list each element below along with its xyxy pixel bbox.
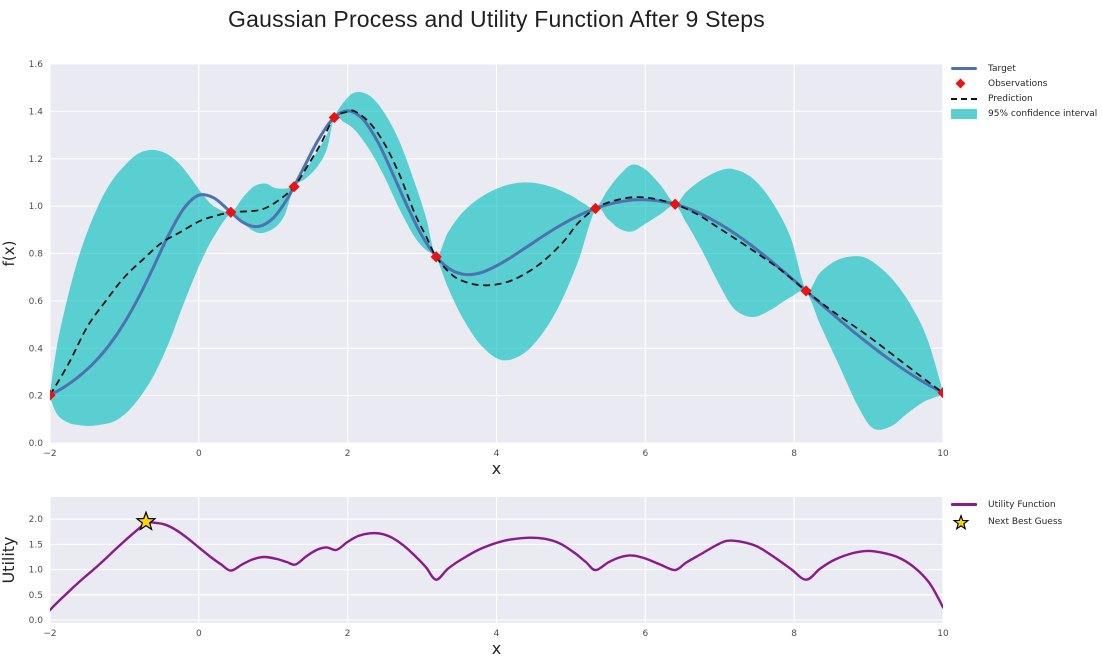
observation-marker xyxy=(669,198,681,210)
observation-marker xyxy=(937,387,943,399)
y-tick-label: 1.5 xyxy=(29,540,43,550)
star-icon xyxy=(952,513,970,531)
y-tick-label: 0.8 xyxy=(29,250,44,260)
observation-marker xyxy=(328,111,340,124)
y-tick-label: 0.0 xyxy=(29,616,44,626)
gp-series-group xyxy=(50,92,943,430)
gp-xlabel: x xyxy=(492,459,501,478)
confidence-patch-swatch xyxy=(951,108,977,119)
legend-item-target: Target xyxy=(951,63,1097,74)
x-tick-label: 6 xyxy=(642,449,648,459)
utility-legend: Utility Function Next Best Guess xyxy=(951,499,1063,531)
utility-line-swatch xyxy=(951,503,977,506)
x-tick-label: 0 xyxy=(196,629,202,639)
x-tick-label: 10 xyxy=(937,629,949,639)
prediction-dash-swatch xyxy=(951,97,977,100)
x-tick-label: 2 xyxy=(345,629,351,639)
x-tick-label: 8 xyxy=(791,449,797,459)
next-best-guess-star xyxy=(135,510,157,531)
x-tick-label: −2 xyxy=(43,449,56,459)
observation-marker xyxy=(430,251,442,263)
x-tick-label: 4 xyxy=(494,629,500,639)
prediction-line xyxy=(50,109,943,396)
legend-item-utility: Utility Function xyxy=(951,499,1062,510)
legend-label-prediction: Prediction xyxy=(988,93,1033,104)
target-line-swatch xyxy=(951,67,977,70)
x-tick-label: 6 xyxy=(642,629,648,639)
x-tick-label: 4 xyxy=(494,449,500,459)
legend-label-next-best-guess: Next Best Guess xyxy=(988,517,1063,527)
x-tick-label: 2 xyxy=(345,449,351,459)
y-tick-label: 1.4 xyxy=(29,107,44,117)
y-tick-label: 0.0 xyxy=(29,439,44,449)
observation-marker xyxy=(288,181,300,193)
y-tick-label: 0.6 xyxy=(29,297,44,307)
observation-marker xyxy=(800,285,812,297)
utility-ylabel: Utility xyxy=(0,536,18,583)
y-tick-label: 0.5 xyxy=(29,591,43,601)
observation-marker xyxy=(589,202,602,215)
observation-diamond-icon xyxy=(955,78,966,89)
observation-marker xyxy=(225,206,237,218)
y-tick-label: 1.0 xyxy=(29,202,44,212)
gp-ylabel: f(x) xyxy=(0,241,18,267)
target-line xyxy=(50,109,943,397)
y-tick-label: 1.6 xyxy=(29,60,44,70)
legend-item-observations: Observations xyxy=(951,78,1097,89)
y-tick-label: 1.2 xyxy=(29,155,43,165)
x-tick-label: −2 xyxy=(43,629,56,639)
x-tick-label: 0 xyxy=(196,449,202,459)
legend-label-target: Target xyxy=(988,63,1016,74)
x-tick-label: 10 xyxy=(937,449,949,459)
figure-title: Gaussian Process and Utility Function Af… xyxy=(228,6,765,32)
legend-item-confidence: 95% confidence interval xyxy=(951,108,1097,119)
y-tick-label: 1.0 xyxy=(29,566,44,576)
confidence-band xyxy=(50,92,943,430)
y-tick-label: 0.2 xyxy=(29,392,43,402)
y-tick-label: 0.4 xyxy=(29,344,44,354)
observation-marker xyxy=(50,389,56,401)
utility-series-group xyxy=(50,510,943,612)
legend-label-utility: Utility Function xyxy=(988,499,1056,510)
legend-item-prediction: Prediction xyxy=(951,93,1097,104)
utility-line xyxy=(50,521,943,612)
legend-item-next-best-guess: Next Best Guess xyxy=(951,513,1063,531)
legend-label-observations: Observations xyxy=(988,78,1048,89)
gp-legend: Target Observations Prediction 95% confi… xyxy=(951,63,1097,119)
utility-xlabel: x xyxy=(492,639,501,658)
y-tick-label: 2.0 xyxy=(29,515,44,525)
legend-label-confidence: 95% confidence interval xyxy=(988,108,1098,119)
x-tick-label: 8 xyxy=(791,629,797,639)
